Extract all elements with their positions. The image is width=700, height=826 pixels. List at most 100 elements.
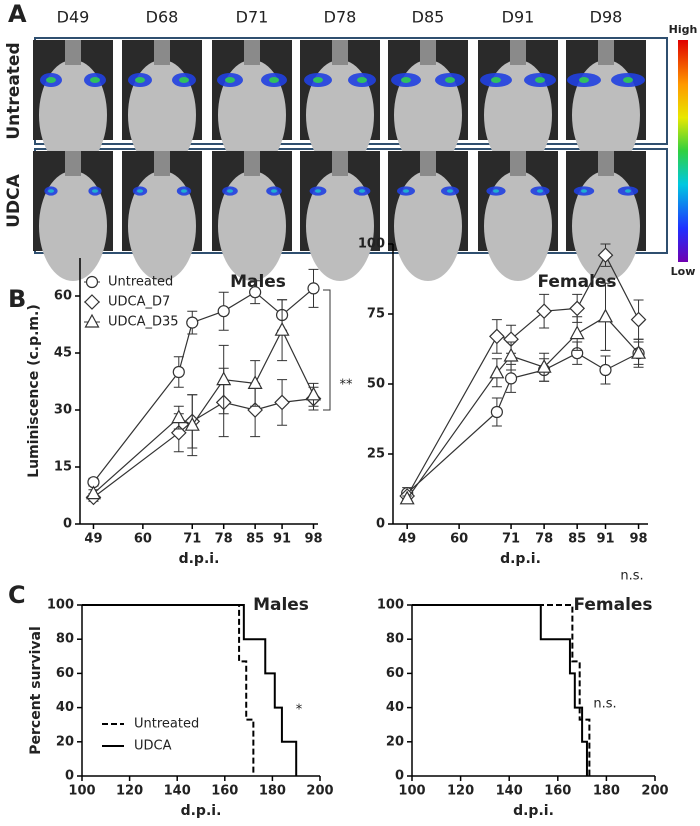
x-tick-label: 160: [544, 784, 571, 799]
holder: [510, 151, 526, 176]
annotation: **: [340, 378, 354, 393]
panel-label: C: [8, 581, 26, 609]
holder: [65, 151, 81, 176]
legend-label: UDCA_D35: [108, 315, 179, 330]
x-axis-label: d.p.i.: [500, 551, 541, 567]
x-tick-label: 180: [593, 784, 620, 799]
marker: [569, 325, 585, 340]
signal: [46, 77, 56, 83]
holder: [244, 40, 260, 65]
legend-label: Untreated: [108, 275, 173, 290]
signal: [181, 189, 187, 193]
legend-marker: [84, 313, 100, 328]
mouse: [484, 171, 552, 281]
x-axis-label: d.p.i.: [181, 803, 222, 819]
day-label: D71: [236, 8, 269, 27]
y-tick-label: 80: [56, 632, 74, 647]
signal: [535, 77, 545, 83]
marker: [504, 372, 518, 385]
colorbar-low: Low: [671, 265, 696, 278]
holder: [65, 40, 81, 65]
holder: [332, 151, 348, 176]
marker: [630, 311, 647, 328]
y-tick-label: 15: [54, 460, 72, 475]
mouse: [572, 171, 640, 281]
row-label: UDCA: [4, 173, 24, 227]
legend-label: Untreated: [134, 717, 199, 732]
holder: [598, 151, 614, 176]
x-tick-label: 91: [596, 532, 614, 547]
marker: [184, 416, 200, 431]
x-tick-label: 60: [134, 532, 152, 547]
x-tick-label: 49: [398, 532, 416, 547]
x-tick-label: 200: [306, 784, 333, 799]
marker: [536, 303, 552, 320]
y-tick-label: 20: [386, 734, 404, 749]
marker: [489, 328, 505, 345]
x-tick-label: 78: [215, 532, 233, 547]
y-tick-label: 40: [56, 700, 74, 715]
marker: [503, 347, 519, 362]
x-tick-label: 98: [630, 532, 648, 547]
chart-title: Females: [573, 595, 652, 615]
x-tick-label: 49: [84, 532, 102, 547]
x-axis-label: d.p.i.: [513, 803, 554, 819]
x-tick-label: 78: [535, 532, 553, 547]
annotation: *: [296, 703, 303, 718]
holder: [154, 151, 170, 176]
x-tick-label: 120: [447, 784, 474, 799]
signal: [445, 77, 455, 83]
marker: [307, 282, 320, 295]
day-label: D49: [57, 8, 90, 27]
legend-label: UDCA: [134, 739, 172, 754]
y-tick-label: 0: [63, 517, 72, 532]
signal: [623, 77, 633, 83]
marker: [249, 286, 262, 299]
y-tick-label: 100: [47, 598, 74, 613]
y-tick-label: 75: [367, 307, 385, 322]
signal: [135, 77, 145, 83]
signal: [227, 189, 233, 193]
y-tick-label: 25: [367, 447, 385, 462]
marker: [172, 365, 185, 379]
holder: [420, 40, 436, 65]
x-tick-label: 91: [273, 532, 291, 547]
x-tick-label: 85: [568, 532, 586, 547]
y-tick-label: 80: [386, 632, 404, 647]
signal: [447, 189, 453, 193]
series-line: [406, 316, 639, 500]
mouse: [39, 171, 107, 281]
marker: [306, 386, 322, 401]
mouse: [394, 60, 462, 170]
x-tick-label: 180: [259, 784, 286, 799]
mouse: [128, 60, 196, 170]
marker: [569, 300, 586, 317]
signal: [269, 77, 279, 83]
day-label: D85: [412, 8, 445, 27]
annotation: n.s.: [593, 697, 616, 712]
colorbar: [678, 40, 688, 262]
marker: [171, 409, 187, 424]
mouse: [306, 171, 374, 281]
signal: [493, 189, 499, 193]
marker: [536, 358, 552, 373]
signal: [48, 189, 54, 193]
holder: [510, 40, 526, 65]
marker: [217, 305, 230, 318]
y-tick-label: 50: [367, 377, 385, 392]
signal: [579, 77, 589, 83]
mouse: [218, 60, 286, 170]
marker: [490, 405, 503, 419]
y-tick-label: 45: [54, 346, 72, 361]
mouse: [128, 171, 196, 281]
marker: [597, 308, 614, 323]
holder: [244, 151, 260, 176]
holder: [154, 40, 170, 65]
x-tick-label: 85: [246, 532, 264, 547]
y-tick-label: 100: [377, 598, 404, 613]
mouse: [484, 60, 552, 170]
x-tick-label: 100: [398, 784, 425, 799]
x-tick-label: 60: [450, 532, 468, 547]
